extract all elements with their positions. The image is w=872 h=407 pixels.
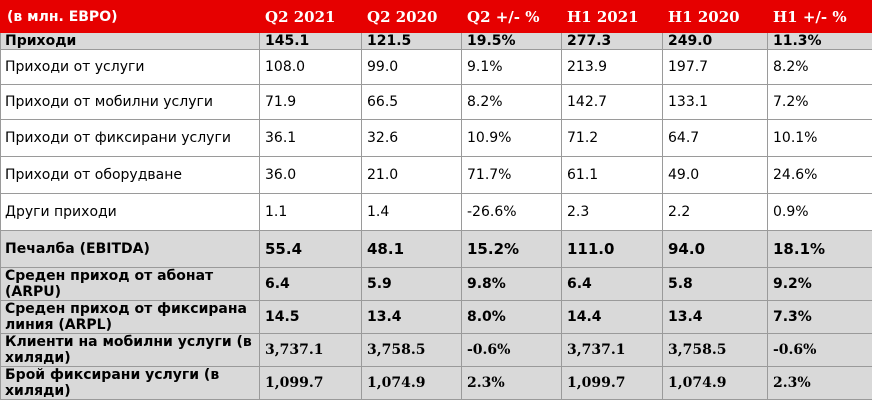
cell-q2-2020: 21.0 (361, 156, 462, 194)
table-row-ebitda: Печалба (EBITDA) 55.4 48.1 15.2% 111.0 9… (0, 230, 872, 268)
cell-q2-2020: 32.6 (361, 119, 462, 157)
cell-q2-2020: 1,074.9 (361, 366, 462, 400)
cell-q2-2021: 55.4 (259, 230, 362, 268)
cell-h1-change: 2.3% (767, 366, 872, 400)
row-label: Приходи от фиксирани услуги (0, 119, 260, 157)
cell-h1-2020: 1,074.9 (662, 366, 768, 400)
cell-q2-change: 8.2% (461, 84, 562, 120)
cell-h1-2021: 2.3 (561, 193, 663, 231)
cell-q2-2021: 145.1 (259, 32, 362, 50)
cell-q2-change: 9.1% (461, 49, 562, 85)
cell-q2-2020: 66.5 (361, 84, 462, 120)
cell-q2-2021: 1,099.7 (259, 366, 362, 400)
table-row-other-revenue: Други приходи 1.1 1.4 -26.6% 2.3 2.2 0.9… (0, 193, 872, 231)
cell-h1-2020: 197.7 (662, 49, 768, 85)
cell-q2-2021: 3,737.1 (259, 333, 362, 367)
cell-h1-change: 24.6% (767, 156, 872, 194)
cell-q2-change: 10.9% (461, 119, 562, 157)
table-row-fixed-revenue: Приходи от фиксирани услуги 36.1 32.6 10… (0, 119, 872, 157)
header-q2-2020: Q2 2020 (361, 0, 462, 33)
header-q2-change: Q2 +/- % (461, 0, 562, 33)
cell-h1-change: 7.3% (767, 300, 872, 334)
cell-h1-2020: 2.2 (662, 193, 768, 231)
row-label: Други приходи (0, 193, 260, 231)
cell-h1-2021: 6.4 (561, 267, 663, 301)
cell-q2-2021: 14.5 (259, 300, 362, 334)
row-label: Приходи (0, 32, 260, 50)
row-label: Печалба (EBITDA) (0, 230, 260, 268)
cell-q2-2020: 5.9 (361, 267, 462, 301)
cell-h1-2020: 3,758.5 (662, 333, 768, 367)
cell-h1-2020: 64.7 (662, 119, 768, 157)
cell-q2-2020: 99.0 (361, 49, 462, 85)
row-label: Среден приход от фиксирана линия (ARPL) (0, 300, 260, 334)
cell-q2-change: 8.0% (461, 300, 562, 334)
cell-q2-change: 15.2% (461, 230, 562, 268)
cell-q2-change: 9.8% (461, 267, 562, 301)
table-row-arpu: Среден приход от абонат (ARPU) 6.4 5.9 9… (0, 267, 872, 301)
cell-h1-2020: 49.0 (662, 156, 768, 194)
table-row-mobile-revenue: Приходи от мобилни услуги 71.9 66.5 8.2%… (0, 84, 872, 120)
cell-h1-2021: 213.9 (561, 49, 663, 85)
row-label: Приходи от оборудване (0, 156, 260, 194)
cell-h1-change: 0.9% (767, 193, 872, 231)
cell-h1-change: 11.3% (767, 32, 872, 50)
row-label: Приходи от мобилни услуги (0, 84, 260, 120)
table-row-fixed-services-count: Брой фиксирани услуги (в хиляди) 1,099.7… (0, 366, 872, 400)
header-q2-2021: Q2 2021 (259, 0, 362, 33)
table-row-revenue: Приходи 145.1 121.5 19.5% 277.3 249.0 11… (0, 32, 872, 50)
cell-h1-2021: 1,099.7 (561, 366, 663, 400)
header-unit: (в млн. ЕВРО) (0, 0, 260, 33)
cell-q2-2020: 13.4 (361, 300, 462, 334)
cell-h1-2021: 61.1 (561, 156, 663, 194)
cell-h1-2020: 13.4 (662, 300, 768, 334)
cell-q2-change: 2.3% (461, 366, 562, 400)
cell-h1-2020: 94.0 (662, 230, 768, 268)
cell-h1-2020: 5.8 (662, 267, 768, 301)
header-h1-change: H1 +/- % (767, 0, 872, 33)
cell-q2-2020: 3,758.5 (361, 333, 462, 367)
header-h1-2021: H1 2021 (561, 0, 663, 33)
cell-h1-2021: 142.7 (561, 84, 663, 120)
cell-q2-change: 71.7% (461, 156, 562, 194)
cell-q2-2021: 1.1 (259, 193, 362, 231)
cell-h1-2021: 3,737.1 (561, 333, 663, 367)
header-h1-2020: H1 2020 (662, 0, 768, 33)
cell-q2-change: -0.6% (461, 333, 562, 367)
cell-h1-2020: 133.1 (662, 84, 768, 120)
cell-h1-change: 10.1% (767, 119, 872, 157)
cell-h1-2020: 249.0 (662, 32, 768, 50)
cell-q2-2020: 1.4 (361, 193, 462, 231)
cell-q2-2020: 48.1 (361, 230, 462, 268)
cell-h1-2021: 277.3 (561, 32, 663, 50)
row-label: Клиенти на мобилни услуги (в хиляди) (0, 333, 260, 367)
table-row-mobile-customers: Клиенти на мобилни услуги (в хиляди) 3,7… (0, 333, 872, 367)
cell-q2-change: -26.6% (461, 193, 562, 231)
cell-q2-2021: 108.0 (259, 49, 362, 85)
cell-q2-2021: 71.9 (259, 84, 362, 120)
cell-q2-2020: 121.5 (361, 32, 462, 50)
cell-h1-change: -0.6% (767, 333, 872, 367)
table-header-row: (в млн. ЕВРО) Q2 2021 Q2 2020 Q2 +/- % H… (0, 0, 872, 33)
cell-q2-2021: 36.1 (259, 119, 362, 157)
cell-h1-2021: 14.4 (561, 300, 663, 334)
table-row-arpl: Среден приход от фиксирана линия (ARPL) … (0, 300, 872, 334)
row-label: Приходи от услуги (0, 49, 260, 85)
cell-q2-2021: 36.0 (259, 156, 362, 194)
row-label: Среден приход от абонат (ARPU) (0, 267, 260, 301)
row-label: Брой фиксирани услуги (в хиляди) (0, 366, 260, 400)
cell-h1-2021: 71.2 (561, 119, 663, 157)
cell-h1-change: 8.2% (767, 49, 872, 85)
cell-h1-change: 7.2% (767, 84, 872, 120)
cell-q2-2021: 6.4 (259, 267, 362, 301)
table-row-equipment-revenue: Приходи от оборудване 36.0 21.0 71.7% 61… (0, 156, 872, 194)
cell-q2-change: 19.5% (461, 32, 562, 50)
cell-h1-change: 9.2% (767, 267, 872, 301)
cell-h1-change: 18.1% (767, 230, 872, 268)
table-row-service-revenue: Приходи от услуги 108.0 99.0 9.1% 213.9 … (0, 49, 872, 85)
cell-h1-2021: 111.0 (561, 230, 663, 268)
